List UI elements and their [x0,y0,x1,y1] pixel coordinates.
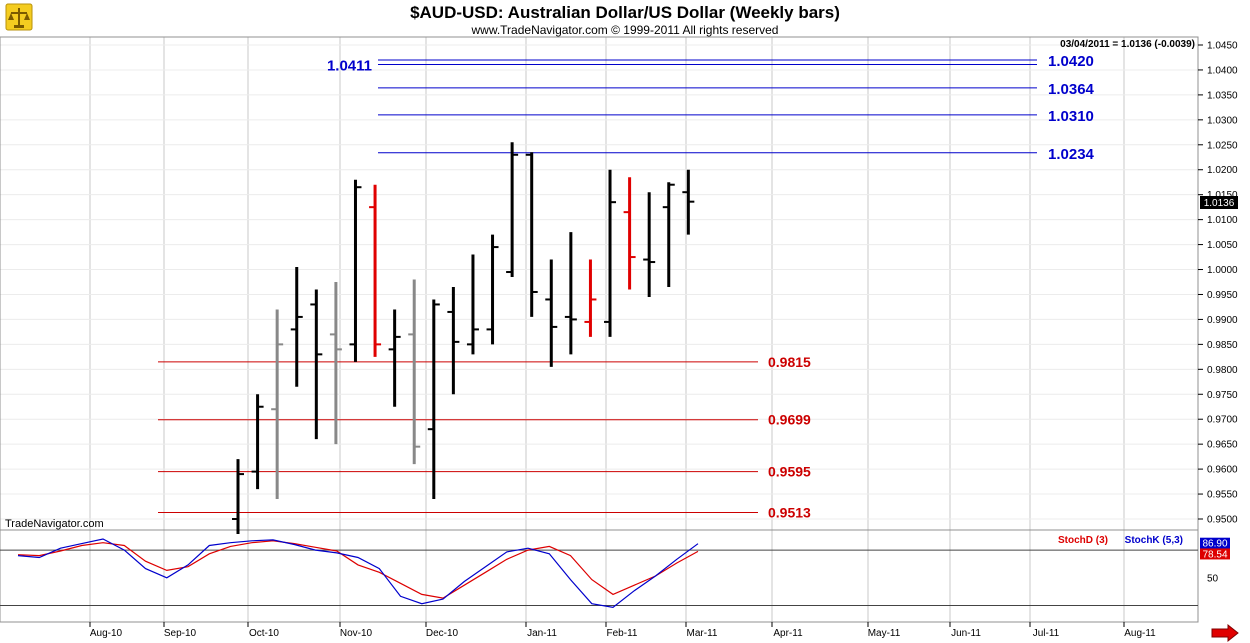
ohlc-bar [349,179,362,362]
last-price-label: 1.0136 [1204,198,1235,209]
ohlc-bar [525,152,538,317]
y-tick-label: 0.9800 [1207,365,1238,376]
last-price-marker [1200,196,1238,209]
y-tick-label: 1.0050 [1207,240,1238,251]
ohlc-bar [369,184,382,357]
stochD-line [17,540,699,599]
scroll-right-arrow-icon[interactable] [1211,623,1239,643]
stochK-last-marker [1200,537,1230,549]
price-bars [232,142,695,534]
ohlc-bar [447,286,460,395]
stochK-line [17,538,699,609]
y-tick-label: 1.0400 [1207,65,1238,76]
stochK-legend: StochK (5,3) [1125,535,1183,546]
price-readout: 03/04/2011 = 1.0136 (-0.0039) [1060,39,1195,50]
y-tick-label: 1.0350 [1207,90,1238,101]
stochD-last-label: 78.54 [1202,549,1227,560]
ohlc-bar [466,254,479,355]
y-tick-label: 0.9600 [1207,465,1238,476]
stochastic-y-tick-label: 50 [1207,573,1219,584]
x-tick-label: Sep-10 [164,628,197,639]
y-tick-label: 1.0100 [1207,215,1238,226]
ohlc-bar [310,289,323,440]
resistance-label: 1.0420 [1048,53,1094,70]
x-tick-label: Oct-10 [249,628,279,639]
y-tick-label: 0.9500 [1207,515,1238,526]
stochastic-panel-frame [0,529,1199,623]
support-label: 0.9595 [768,464,811,480]
ohlc-bar [545,259,558,367]
resistance-label: 1.0310 [1048,108,1094,125]
watermark: TradeNavigator.com [5,518,104,530]
chart-subtitle: www.TradeNavigator.com © 1999-2011 All r… [471,23,779,37]
stochD-last-marker [1200,548,1230,560]
y-tick-label: 1.0250 [1207,140,1238,151]
x-tick-label: Jul-11 [1033,628,1060,639]
x-tick-label: Jun-11 [951,628,981,639]
y-tick-label: 0.9650 [1207,440,1238,451]
resistance-label: 1.0234 [1048,146,1095,163]
ohlc-bar [564,232,577,355]
time-axis: Aug-10 Sep-10 Oct-10 Nov-10 Dec-10 Jan-11 Feb-… [89,622,1156,639]
support-label: 0.9513 [768,505,811,521]
y-tick-label: 1.0300 [1207,115,1238,126]
x-tick-label: Dec-10 [426,628,459,639]
x-tick-label: Mar-11 [687,628,718,639]
ohlc-bar [232,459,244,534]
x-tick-label: May-11 [868,628,901,639]
ohlc-bar [662,182,675,287]
x-tick-label: Aug-10 [90,628,123,639]
ohlc-bar [251,394,264,490]
support-label: 0.9815 [768,354,811,370]
y-tick-label: 0.9750 [1207,390,1238,401]
y-tick-label: 0.9900 [1207,315,1238,326]
y-tick-label: 0.9850 [1207,340,1238,351]
y-tick-label: 1.0450 [1207,41,1238,52]
ohlc-bar [643,192,656,297]
ohlc-bar [682,169,695,235]
x-tick-label: Feb-11 [607,628,638,639]
ohlc-bar [290,267,303,387]
ohlc-bar [271,309,284,500]
x-tick-label: Jan-11 [527,628,557,639]
main-plot-frame [0,36,1199,531]
x-tick-label: Nov-10 [340,628,373,639]
stochK-last-label: 86.90 [1202,539,1227,550]
ohlc-bar [584,259,597,337]
x-tick-label: Apr-11 [773,628,803,639]
resistance-annotation-label: 1.0411 [327,57,372,74]
ohlc-bar [388,309,401,407]
x-tick-label: Aug-11 [1124,628,1156,639]
chart-title: $AUD-USD: Australian Dollar/US Dollar (W… [410,3,840,22]
ohlc-bar [408,279,421,465]
trade-navigator-logo-icon [5,3,33,31]
support-label: 0.9699 [768,412,811,428]
y-tick-label: 0.9550 [1207,490,1238,501]
vertical-gridlines [89,37,1125,622]
ohlc-bar [623,177,636,290]
ohlc-bar [427,299,440,500]
ohlc-bar [486,234,499,345]
stochD-legend: StochD (3) [1058,535,1108,546]
y-tick-label: 1.0150 [1207,190,1238,201]
y-tick-label: 1.0000 [1207,265,1238,276]
horizontal-gridlines [0,44,1198,520]
support-resistance-levels: 1.0420 1.0364 1.0310 1.0234 1.0411 0.9815 0.96… [158,53,1095,521]
y-tick-label: 0.9700 [1207,415,1238,426]
y-tick-label: 0.9950 [1207,290,1238,301]
price-axis: 0.9500 0.9550 0.9600 0.9650 0.9700 0.9750 0.98… [1198,41,1238,526]
y-tick-label: 1.0200 [1207,165,1238,176]
ohlc-bar [604,169,617,337]
resistance-label: 1.0364 [1048,81,1095,98]
ohlc-bar [329,282,342,445]
ohlc-bar [506,142,519,278]
